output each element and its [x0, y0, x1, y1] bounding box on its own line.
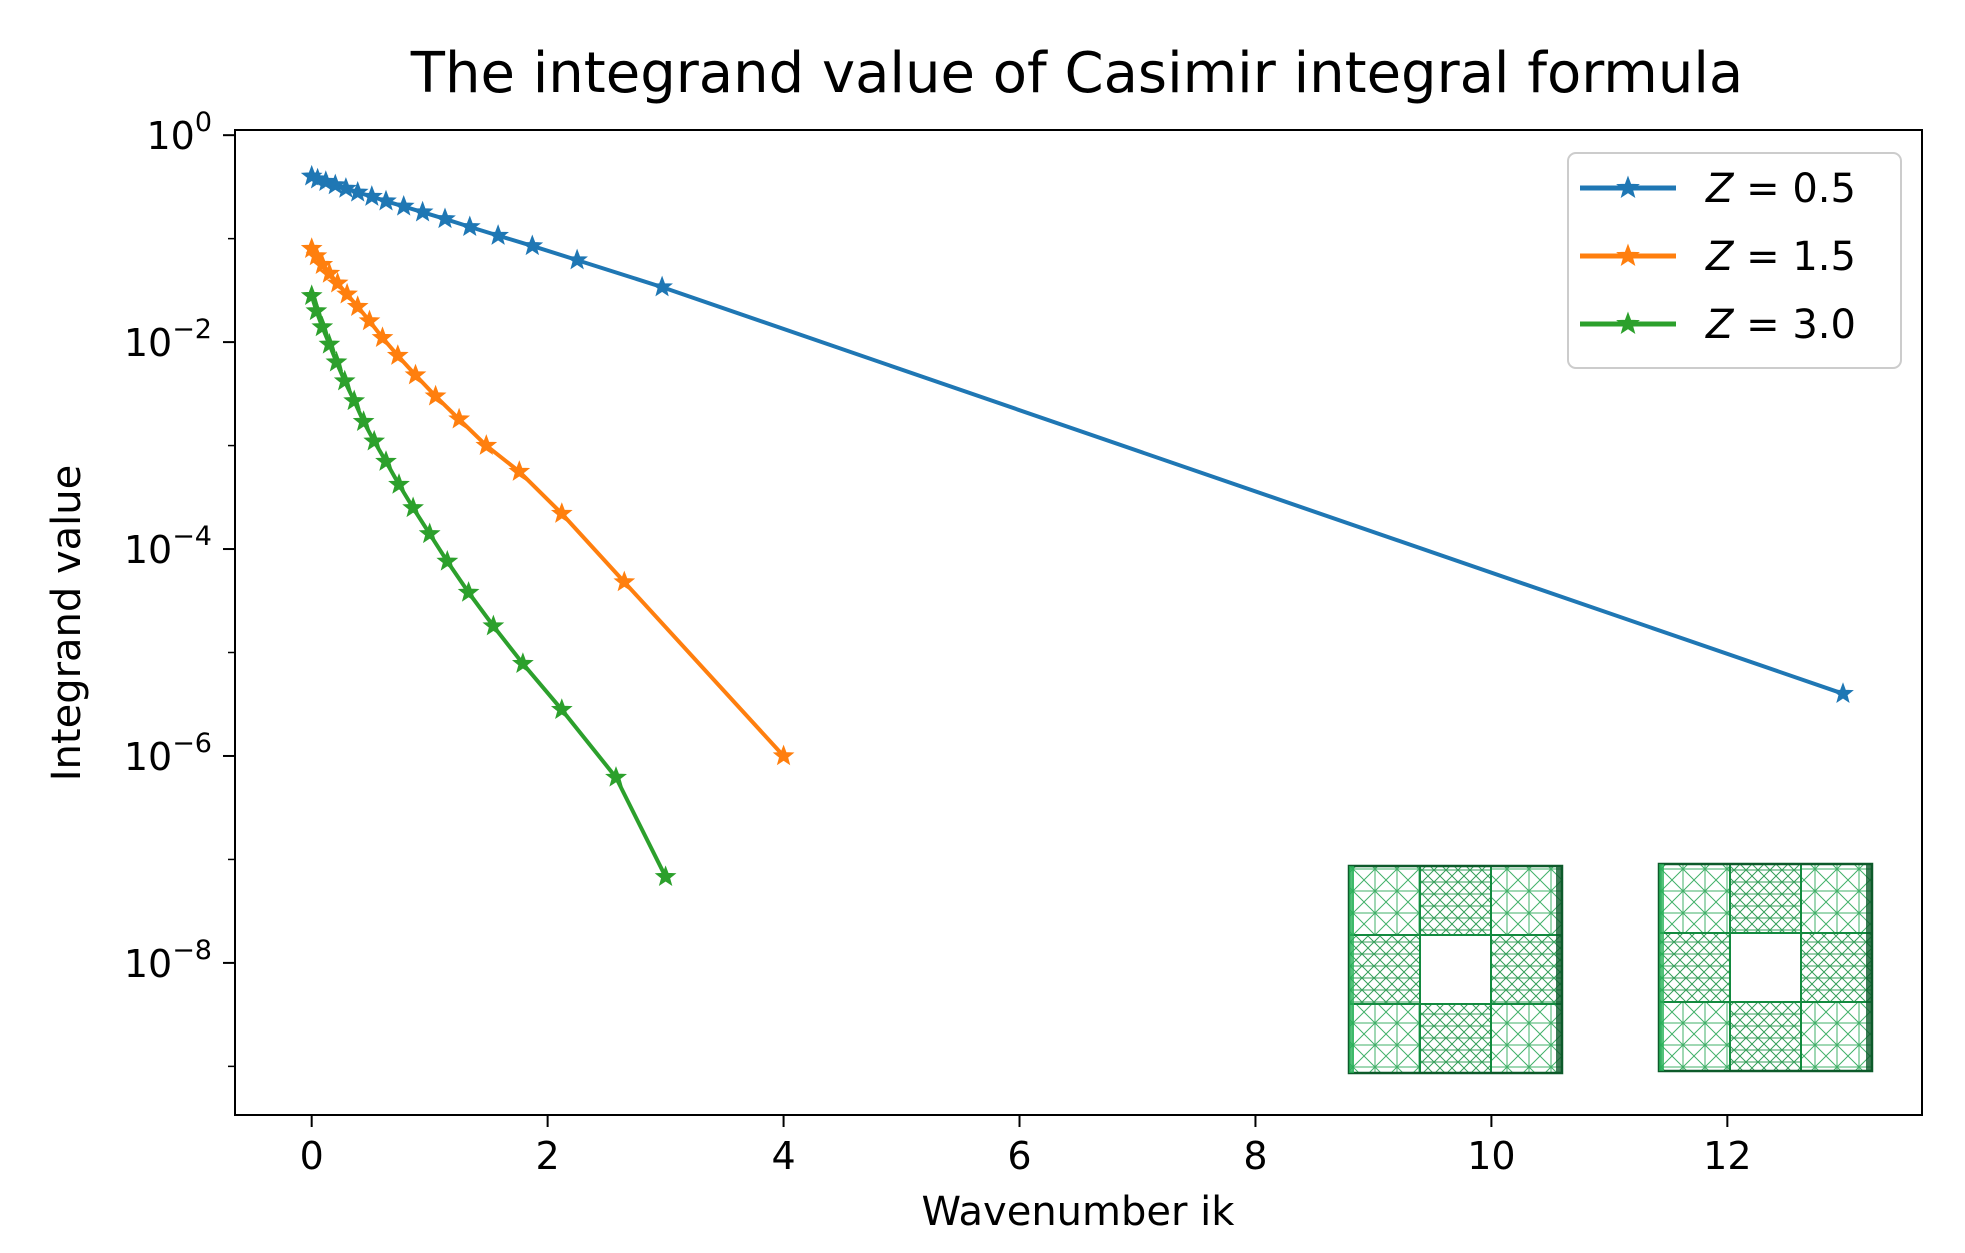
- series-1-point: [651, 275, 673, 297]
- series-2-point: [772, 744, 795, 766]
- series-2-point: [336, 282, 358, 304]
- series-3-point: [300, 284, 323, 306]
- series-1-point: [324, 173, 347, 195]
- series-line-3: [309, 295, 668, 878]
- series-3-point: [318, 332, 341, 354]
- series-3-point: [363, 429, 386, 451]
- y-tick-label: 10−2: [124, 314, 212, 365]
- series-3-point: [654, 865, 677, 887]
- legend-label-1: Z = 0.5: [1705, 166, 1856, 212]
- series-3-point: [333, 369, 356, 391]
- series-2-point: [424, 384, 447, 406]
- series-2-point: [371, 326, 394, 348]
- x-tick-label: 12: [1703, 1134, 1751, 1178]
- series-3-point: [325, 350, 348, 372]
- series-3-point: [418, 522, 441, 544]
- mesh-plate-1: [1347, 864, 1564, 1075]
- y-tick-label: 10−8: [124, 935, 212, 986]
- series-1-point: [375, 189, 397, 211]
- legend-marker-3: [1616, 311, 1640, 335]
- series-3-point: [550, 698, 573, 719]
- series-group: [300, 164, 1854, 887]
- mesh-plate-2: [1657, 862, 1874, 1073]
- plot-area-frame: [234, 129, 1923, 1116]
- series-1-point: [521, 234, 544, 256]
- series-2-point: [326, 271, 349, 293]
- x-axis: 0 2 4 6 8 10 12: [300, 1115, 1752, 1178]
- legend-label-3: Z = 3.0: [1705, 302, 1856, 348]
- series-1-point: [346, 180, 369, 202]
- legend-label-2: Z = 1.5: [1705, 234, 1856, 280]
- series-1-point: [1832, 682, 1854, 703]
- legend-marker-2: [1616, 243, 1640, 267]
- series-2-point: [311, 253, 334, 274]
- chart-title: The integrand value of Casimir integral …: [410, 41, 1743, 106]
- series-1-point: [411, 200, 434, 222]
- series-1-point: [487, 224, 509, 245]
- series-3-point: [375, 450, 397, 471]
- series-1-point: [335, 177, 357, 198]
- series-2-point: [318, 262, 341, 283]
- legend-box: [1567, 152, 1902, 369]
- y-axis: 100 10−2 10−4 10−6 10−8: [124, 107, 235, 1068]
- series-2-point: [386, 344, 409, 365]
- series-2-point: [508, 460, 531, 481]
- x-tick-label: 4: [771, 1134, 795, 1178]
- series-3-point: [402, 496, 424, 518]
- series-3-point: [311, 315, 334, 337]
- x-tick-label: 10: [1467, 1134, 1515, 1178]
- legend-marker-1: [1616, 175, 1640, 199]
- series-1-point: [434, 207, 456, 229]
- series-1-point: [314, 170, 337, 191]
- series-3-point: [352, 410, 375, 431]
- y-tick-label: 10−6: [124, 728, 212, 779]
- series-3-point: [482, 614, 505, 636]
- x-tick-label: 8: [1243, 1134, 1267, 1178]
- series-3-point: [343, 389, 366, 411]
- y-axis-label: Integrand value: [44, 465, 90, 782]
- series-2-point: [404, 363, 427, 385]
- y-tick-label: 10−4: [124, 521, 212, 572]
- y-tick-label: 100: [146, 107, 212, 158]
- series-2-point: [613, 570, 636, 592]
- series-2-point: [358, 309, 381, 331]
- series-1-point: [360, 185, 383, 206]
- series-2-point: [305, 244, 328, 266]
- series-3-point: [305, 299, 328, 321]
- series-1-point: [458, 215, 481, 237]
- series-2-point: [346, 295, 369, 316]
- series-3-point: [605, 766, 627, 787]
- series-3-point: [457, 581, 480, 602]
- series-2-point: [475, 434, 498, 455]
- series-line-2: [310, 247, 786, 758]
- series-1-point: [392, 194, 415, 216]
- series-2-point: [448, 407, 471, 429]
- x-axis-label: Wavenumber ik: [922, 1189, 1236, 1235]
- series-3-point: [436, 549, 459, 571]
- x-tick-label: 6: [1007, 1134, 1031, 1178]
- series-1-point: [566, 248, 588, 270]
- x-tick-label: 0: [300, 1134, 324, 1178]
- series-2-point: [550, 502, 573, 523]
- x-tick-label: 2: [536, 1134, 560, 1178]
- series-3-point: [511, 652, 534, 673]
- legend: Z = 0.5 Z = 1.5 Z = 3.0: [1567, 152, 1902, 369]
- series-3-point: [388, 473, 410, 494]
- mesh-inset: [1347, 862, 1874, 1075]
